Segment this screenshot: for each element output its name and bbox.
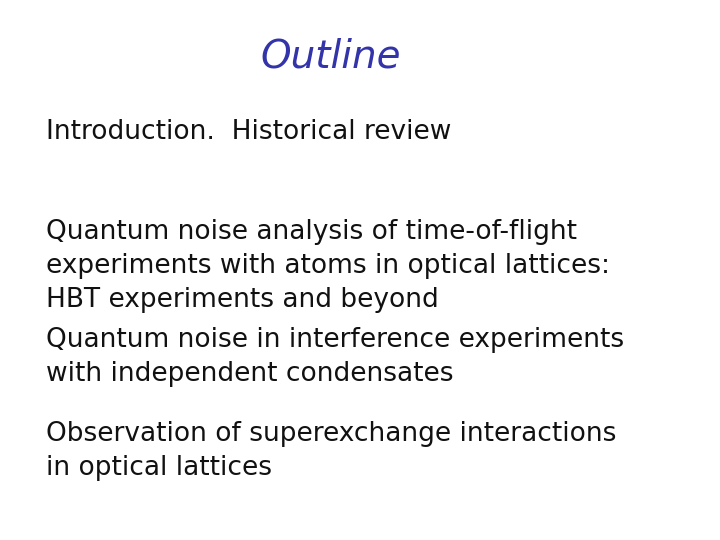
- Text: Observation of superexchange interactions
in optical lattices: Observation of superexchange interaction…: [46, 421, 616, 481]
- Text: Outline: Outline: [260, 38, 400, 76]
- Text: Quantum noise in interference experiments
with independent condensates: Quantum noise in interference experiment…: [46, 327, 624, 387]
- Text: Quantum noise analysis of time-of-flight
experiments with atoms in optical latti: Quantum noise analysis of time-of-flight…: [46, 219, 611, 313]
- Text: Introduction.  Historical review: Introduction. Historical review: [46, 119, 451, 145]
